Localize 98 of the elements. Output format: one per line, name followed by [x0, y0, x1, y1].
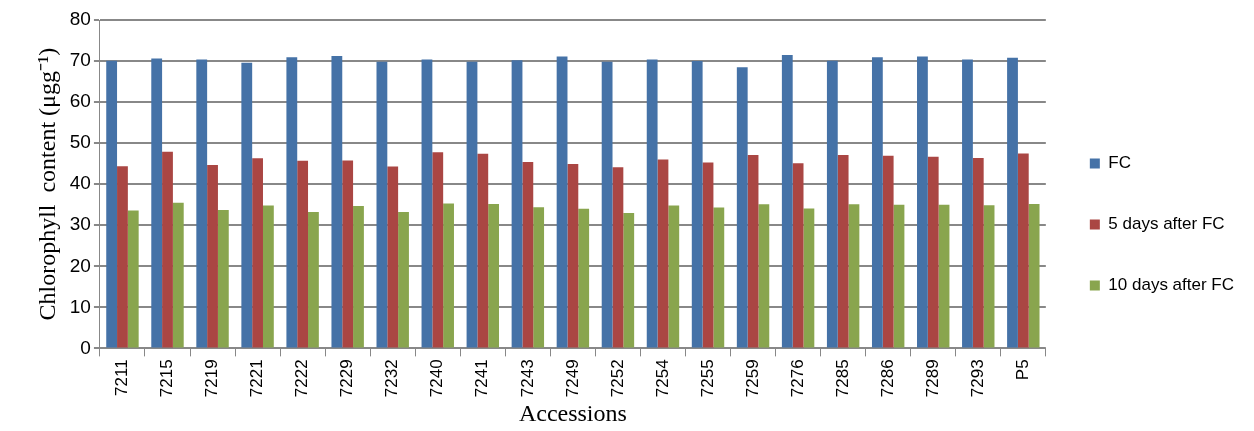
x-tick-label: 7211 [112, 359, 132, 396]
bar [488, 203, 500, 348]
bar [308, 212, 319, 348]
x-tick-label: 7255 [697, 359, 717, 398]
bar [1028, 203, 1040, 348]
bar [106, 60, 118, 348]
bar [196, 59, 208, 348]
bar [781, 54, 793, 348]
bar [162, 151, 173, 348]
bar [533, 207, 545, 348]
bar [252, 158, 263, 348]
bar [353, 205, 364, 348]
bar [601, 61, 613, 348]
bar [848, 204, 860, 348]
x-tick-label: 7293 [967, 359, 987, 398]
bar [927, 156, 939, 348]
x-tick-label: 7259 [742, 359, 762, 398]
bar [286, 57, 298, 348]
bar [657, 159, 669, 348]
x-tick-label: 7249 [562, 359, 582, 398]
bar [1007, 57, 1018, 348]
bar [803, 208, 815, 348]
y-tick-label: 80 [69, 8, 91, 30]
x-tick-label: P5 [1013, 359, 1032, 381]
bar [522, 162, 534, 348]
bar [983, 205, 995, 348]
bar [612, 167, 624, 348]
bar [387, 166, 399, 348]
bar [747, 155, 759, 348]
x-tick-label: 7276 [787, 359, 807, 398]
bar [972, 157, 984, 348]
y-tick-label: 70 [69, 49, 91, 71]
bar [837, 155, 849, 348]
bar [702, 162, 714, 348]
bar [217, 210, 229, 348]
bar [882, 155, 894, 348]
bar [376, 61, 388, 348]
bar [623, 212, 635, 348]
bar [871, 57, 883, 348]
bar [342, 160, 354, 348]
x-tick-label: 7215 [157, 359, 177, 398]
legend-label: 10 days after FC [1108, 275, 1235, 295]
x-tick-label: 7286 [877, 359, 897, 398]
x-tick-label: 7221 [247, 359, 267, 398]
x-tick-label: 7229 [337, 359, 357, 398]
bar [736, 67, 748, 348]
y-tick-label: 30 [69, 213, 91, 235]
x-tick-label: 7252 [607, 359, 627, 398]
bar [567, 164, 579, 348]
bar [893, 204, 905, 348]
bar [826, 60, 838, 348]
legend-label: FC [1108, 153, 1132, 173]
bar [151, 58, 163, 348]
bar [792, 163, 804, 348]
y-axis-title: Chlorophyll content (μgg⁻¹) [33, 47, 60, 321]
x-tick-label: 7241 [472, 359, 492, 398]
bar [578, 208, 590, 348]
x-tick-label: 7240 [427, 359, 447, 398]
bar [331, 56, 343, 348]
bar [117, 166, 128, 348]
y-tick-label: 0 [80, 336, 91, 358]
x-axis-title: Accessions [518, 399, 627, 426]
bar [443, 203, 454, 348]
bar [646, 59, 658, 348]
bar [962, 59, 973, 348]
x-tick-label: 7254 [652, 359, 672, 398]
bar [477, 153, 489, 348]
bar [556, 56, 568, 348]
bar [432, 152, 444, 348]
bar [713, 207, 725, 348]
bar [398, 212, 409, 348]
y-tick-label: 60 [69, 90, 91, 112]
legend-label: 5 days after FC [1108, 214, 1225, 234]
x-tick-label: 7243 [517, 359, 537, 398]
bar [691, 61, 703, 348]
bar [421, 59, 433, 348]
y-tick-label: 50 [69, 131, 91, 153]
bar [262, 205, 274, 348]
bar [207, 164, 218, 348]
bar [938, 204, 950, 348]
x-tick-label: 7289 [922, 359, 942, 398]
x-tick-label: 7219 [202, 359, 222, 398]
bar [758, 204, 770, 348]
x-tick-label: 7285 [832, 359, 852, 398]
bar [668, 205, 680, 348]
bar [917, 56, 928, 348]
y-tick-label: 40 [69, 172, 91, 194]
x-tick-label: 7232 [382, 359, 402, 398]
bar [297, 160, 309, 348]
bar [466, 61, 478, 348]
x-tick-label: 7222 [292, 359, 312, 398]
bar [511, 60, 523, 348]
bar [1017, 153, 1029, 348]
bar [241, 62, 253, 348]
y-tick-label: 20 [69, 254, 91, 276]
bar [172, 202, 184, 348]
bar [127, 210, 139, 348]
y-tick-label: 10 [69, 295, 91, 317]
